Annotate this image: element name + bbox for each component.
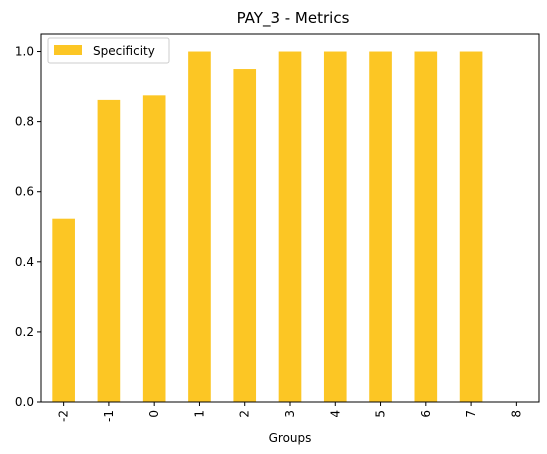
y-axis: 0.0 0.2 0.4 0.6 0.8 1.0 — [15, 45, 41, 409]
x-tick-label: 7 — [464, 410, 478, 418]
x-axis-label: Groups — [269, 431, 312, 445]
y-tick-label: 0.6 — [15, 185, 34, 199]
x-tick-label: 6 — [419, 410, 433, 418]
y-tick-label: 0.0 — [15, 395, 34, 409]
bar-4 — [323, 51, 347, 403]
x-axis: -2 -1 0 1 2 3 4 5 6 7 8 — [57, 402, 523, 422]
bar-5 — [369, 51, 392, 403]
x-tick-label: 1 — [192, 410, 206, 418]
bar-2 — [233, 69, 257, 403]
bar-1 — [188, 51, 211, 403]
x-tick-label: -2 — [57, 410, 71, 422]
legend-label-specificity: Specificity — [93, 44, 155, 58]
plot-frame — [40, 33, 540, 403]
x-tick-label: 5 — [374, 410, 388, 418]
legend-swatch-specificity — [54, 45, 82, 55]
legend-box — [47, 37, 170, 64]
bars-group — [52, 51, 483, 403]
x-tick-label: 2 — [238, 410, 252, 418]
bar--2 — [52, 218, 75, 402]
chart-title: PAY_3 - Metrics — [237, 9, 350, 28]
bar-3 — [278, 51, 302, 403]
bar-0 — [142, 95, 166, 402]
x-tick-label: 3 — [283, 410, 297, 418]
x-tick-label: 4 — [328, 410, 342, 418]
x-tick-label: 0 — [147, 410, 161, 418]
y-tick-label: 1.0 — [15, 45, 34, 59]
y-tick-label: 0.2 — [15, 325, 34, 339]
y-tick-label: 0.8 — [15, 115, 34, 129]
legend: Specificity — [47, 37, 170, 64]
x-tick-label: 8 — [509, 410, 523, 418]
bar-7 — [459, 51, 483, 403]
x-tick-label: -1 — [102, 410, 116, 422]
y-tick-label: 0.4 — [15, 255, 34, 269]
bar-6 — [414, 51, 438, 403]
bar--1 — [97, 99, 121, 402]
